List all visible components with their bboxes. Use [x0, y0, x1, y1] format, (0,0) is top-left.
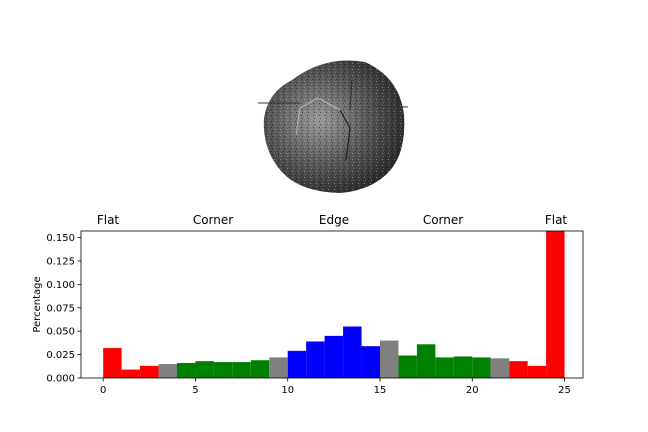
bar-18 — [435, 357, 454, 378]
y-tick-label: 0.100 — [46, 280, 75, 291]
bar-4 — [176, 363, 196, 378]
bar-chart: 0 5 10 15 20 25 0.000 0.025 0.050 0.075 0.100 0.12… — [32, 213, 584, 396]
textured-sphere-icon — [258, 60, 409, 193]
y-tick-label: 0.000 — [46, 374, 75, 385]
bar-12 — [324, 335, 344, 378]
bar-6 — [213, 362, 233, 378]
bar-7 — [232, 362, 251, 378]
y-axis-title: Percentage — [32, 276, 43, 332]
bar-0 — [103, 348, 122, 378]
bar-24 — [546, 231, 565, 378]
y-tick-label: 0.025 — [46, 350, 75, 361]
bar-10 — [287, 350, 307, 378]
bar-20 — [472, 357, 491, 378]
bar-17 — [416, 344, 436, 378]
bars-layer — [103, 231, 565, 378]
y-tick-label: 0.075 — [46, 303, 75, 314]
bar-16 — [398, 355, 417, 378]
bar-5 — [195, 361, 214, 378]
region-label-3: Corner — [423, 213, 463, 227]
region-label-0: Flat — [97, 213, 120, 227]
region-labels: Flat Corner Edge Corner Flat — [97, 213, 568, 227]
bar-9 — [269, 357, 288, 378]
y-axis: 0.000 0.025 0.050 0.075 0.100 0.125 0.150 — [46, 233, 81, 385]
x-tick-label: 10 — [281, 385, 294, 396]
x-tick-label: 25 — [558, 385, 571, 396]
bar-11 — [306, 341, 325, 378]
plot-frame — [80, 230, 584, 379]
x-axis: 0 5 10 15 20 25 — [100, 378, 571, 396]
bar-3 — [158, 363, 177, 378]
region-label-1: Corner — [193, 213, 233, 227]
x-tick-label: 20 — [466, 385, 479, 396]
x-tick-label: 15 — [374, 385, 387, 396]
bar-2 — [140, 365, 159, 378]
y-tick-label: 0.125 — [46, 256, 75, 267]
bar-1 — [121, 369, 141, 378]
bar-8 — [250, 360, 270, 378]
y-tick-label: 0.150 — [46, 233, 75, 244]
region-label-4: Flat — [545, 213, 568, 227]
bar-13 — [343, 326, 362, 378]
region-label-2: Edge — [319, 213, 349, 227]
x-tick-label: 0 — [100, 385, 106, 396]
bar-21 — [490, 358, 510, 378]
bar-19 — [453, 356, 473, 378]
bar-15 — [379, 340, 399, 378]
bar-23 — [527, 365, 547, 378]
x-tick-label: 5 — [192, 385, 198, 396]
y-tick-label: 0.050 — [46, 327, 75, 338]
bar-14 — [361, 346, 380, 378]
bar-22 — [509, 361, 528, 378]
